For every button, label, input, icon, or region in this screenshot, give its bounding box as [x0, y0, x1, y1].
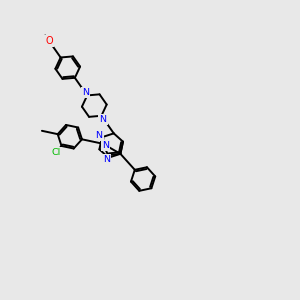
Text: N: N [99, 115, 106, 124]
Text: O: O [45, 36, 53, 46]
Text: Cl: Cl [51, 148, 61, 157]
Text: N: N [103, 155, 110, 164]
Text: N: N [95, 131, 103, 140]
Text: N: N [102, 141, 109, 150]
Text: N: N [82, 88, 89, 97]
